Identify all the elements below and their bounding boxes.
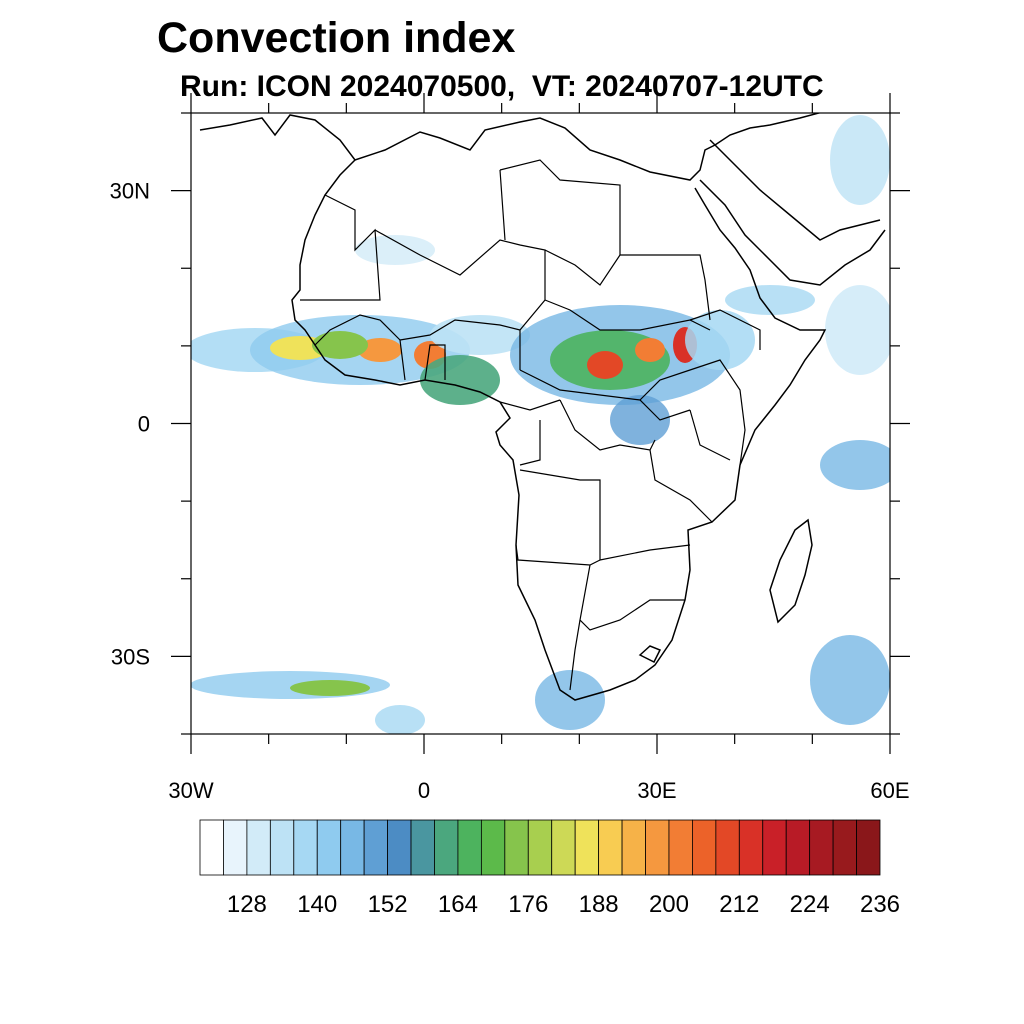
colorbar-swatch — [293, 819, 318, 876]
map-subtitle: Run: ICON 2024070500, VT: 20240707-12UTC — [180, 70, 824, 103]
colorbar-swatch — [645, 819, 670, 876]
colorbar-swatch — [457, 819, 482, 876]
lon-tick-label: 30E — [637, 778, 676, 803]
colorbar-swatch — [340, 819, 365, 876]
colorbar-swatch — [246, 819, 271, 876]
colorbar-label: 200 — [649, 891, 689, 918]
country-borders — [300, 159, 761, 691]
colorbar-label: 224 — [790, 891, 830, 918]
lon-tick-label: 30W — [168, 778, 213, 803]
colorbar-labels: 128 140 152 164 176 188 200 212 224 236 — [227, 891, 900, 918]
colorbar-swatch — [621, 819, 646, 876]
colorbar-swatch — [856, 819, 881, 876]
lat-tick-label: 30S — [111, 644, 150, 669]
colorbar-label: 164 — [438, 891, 478, 918]
colorbar-swatch — [738, 819, 764, 876]
colorbar-swatch — [809, 819, 834, 876]
colorbar-swatch — [223, 819, 248, 876]
map-frame — [190, 112, 891, 735]
colorbar-swatch — [410, 819, 435, 876]
lon-tick-label: 60E — [870, 778, 909, 803]
colorbar-swatch — [199, 819, 224, 876]
colorbar-swatch — [551, 819, 576, 876]
colorbar-label: 188 — [579, 891, 619, 918]
lat-tick-label: 30N — [110, 179, 150, 204]
colorbar-swatch — [527, 819, 553, 876]
axis-labels: 30W 0 30E 60E 30N 0 30S — [110, 179, 910, 803]
colorbar-swatch — [504, 819, 529, 876]
colorbar-label: 128 — [227, 891, 267, 918]
coastlines — [199, 113, 886, 701]
colorbar-swatch — [598, 819, 623, 876]
colorbar-swatch — [434, 819, 459, 876]
colorbar-swatch — [762, 819, 787, 876]
colorbar-swatch — [363, 819, 388, 876]
colorbar-swatch — [785, 819, 811, 876]
colorbar-swatch — [692, 819, 717, 876]
colorbar-swatch — [668, 819, 693, 876]
colorbar-label: 152 — [368, 891, 408, 918]
colorbar-swatch — [574, 819, 600, 876]
colorbar-label: 140 — [297, 891, 337, 918]
colorbar-swatch — [269, 819, 295, 876]
map-title: Convection index — [157, 14, 516, 62]
lat-tick-label: 0 — [138, 412, 150, 437]
colorbar-swatch — [715, 819, 740, 876]
colorbar-label: 236 — [860, 891, 900, 918]
colorbar-label: 212 — [719, 891, 759, 918]
colorbar-swatch — [316, 819, 342, 876]
axis-ticks — [171, 93, 910, 754]
convection-field — [191, 115, 890, 734]
colorbar-swatch — [832, 819, 857, 876]
colorbar — [199, 819, 881, 876]
colorbar-swatch — [387, 819, 412, 876]
lon-tick-label: 0 — [418, 778, 430, 803]
colorbar-swatch — [480, 819, 506, 876]
colorbar-label: 176 — [508, 891, 548, 918]
